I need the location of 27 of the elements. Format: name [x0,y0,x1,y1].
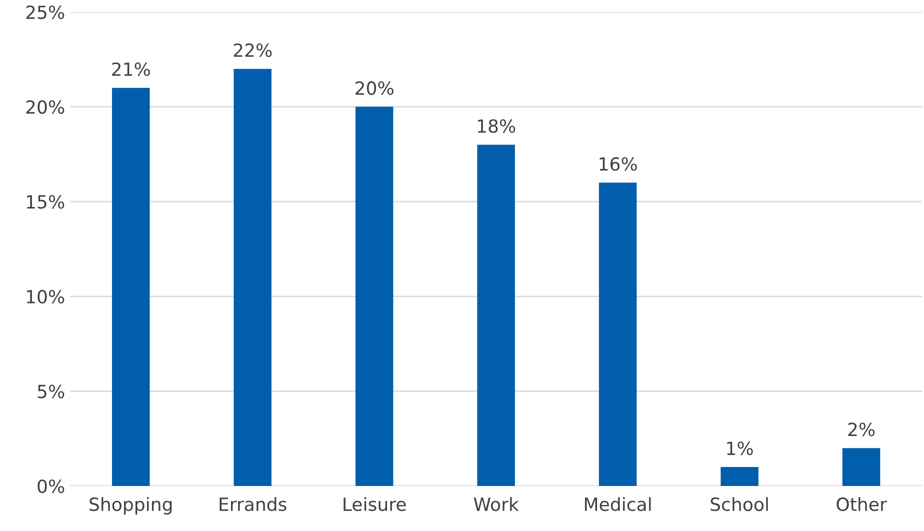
x-tick-label: Shopping [90,497,172,515]
bar [112,88,150,486]
x-tick-label: School [710,497,768,512]
bar [355,106,394,486]
bar [234,68,272,486]
y-tick-label: 0% [38,479,64,494]
data-label: 22% [234,43,272,58]
x-tick-label: Medical [584,497,651,512]
y-tick-label: 5% [38,384,64,398]
y-tick-label: 10% [26,290,64,304]
data-label: 1% [727,442,753,456]
x-tick-label: Work [474,497,519,512]
data-label: 18% [478,119,516,133]
bar [477,144,515,486]
data-label: 16% [600,157,637,171]
y-tick-label: 15% [26,195,64,209]
x-tick-label: Other [836,497,887,512]
bar [598,182,637,486]
bar [842,448,880,486]
data-label: 21% [112,62,150,76]
data-label: 20% [356,81,394,95]
data-label: 2% [848,422,875,436]
y-tick-label: 20% [26,100,64,114]
x-tick-label: Leisure [344,497,406,512]
y-tick-label: 25% [26,5,64,20]
bar [720,467,758,486]
x-tick-label: Errands [220,497,286,512]
